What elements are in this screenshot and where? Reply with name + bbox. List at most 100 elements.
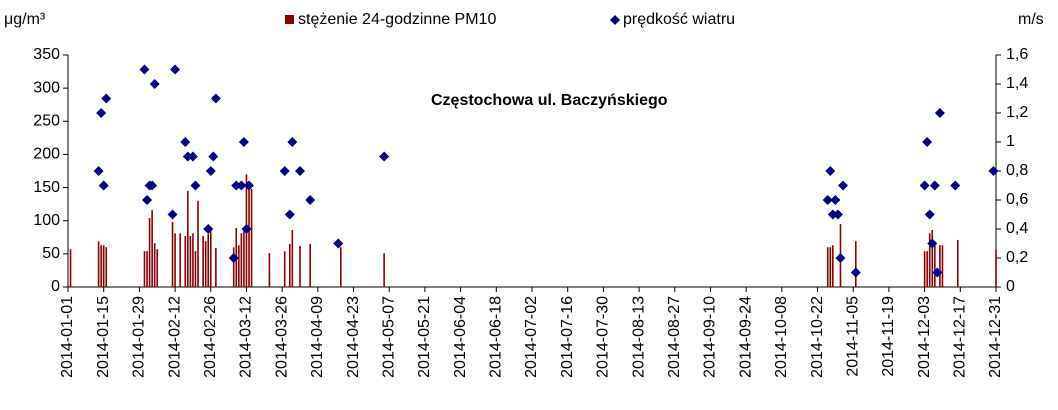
bar [187,190,189,287]
bar [926,251,928,287]
diamond [96,108,107,118]
bar [184,235,187,287]
bar [179,233,181,287]
x-tick-label: 2014-08-13 [630,296,647,378]
diamond [149,79,160,89]
bar [215,247,217,287]
diamond [827,209,838,220]
diamond [93,166,104,176]
x-tick-label: 2014-05-21 [416,296,433,378]
bar [934,241,936,287]
diamond [825,166,836,176]
diamond [101,93,112,104]
x-tick-label: 2014-06-04 [452,296,469,378]
bar [143,251,146,287]
y2-tick-label: 1 [1006,133,1015,150]
x-tick-label: 2014-03-12 [238,296,255,378]
x-tick-label: 2014-02-26 [202,296,219,378]
diamond [210,93,221,104]
diamond [295,166,305,176]
diamond [244,180,255,191]
bar [238,245,240,287]
bar [956,239,959,287]
bar [194,251,197,287]
diamond [238,137,249,147]
y2-tick-label: 0,6 [1006,191,1028,208]
x-tick-label: 2014-01-01 [59,296,76,378]
bar [97,241,100,287]
y-tick-label: 100 [33,212,60,229]
legend-swatch [285,15,294,24]
diamond [182,151,193,162]
x-tick-label: 2014-07-02 [523,296,540,378]
y-tick-label: 200 [33,146,60,163]
x-tick-label: 2014-10-22 [809,296,826,378]
x-tick-label: 2014-05-07 [380,296,397,378]
diamond [279,166,290,176]
diamond [203,224,214,234]
bar [291,229,294,287]
diamond [929,180,940,191]
bar [832,245,834,287]
diamond [170,64,181,75]
bar [153,243,156,287]
bar [923,251,926,287]
diamond [142,195,153,205]
bar [268,253,271,287]
y-tick-label: 250 [33,113,60,130]
bar [931,229,934,287]
bar [148,218,151,287]
y2-axis-label: m/s [1018,11,1044,28]
x-tick-label: 2014-03-26 [273,296,290,378]
y-tick-label: 350 [33,46,60,63]
bar [232,247,235,287]
bar [151,210,153,287]
diamond [241,224,252,234]
bar [339,247,342,287]
diamond [190,180,201,191]
x-tick-label: 2014-08-27 [666,296,683,378]
y-tick-label: 0 [51,278,60,295]
x-tick-label: 2014-01-15 [95,296,112,378]
bar [383,253,385,287]
bar [156,249,159,287]
bar [204,241,207,287]
x-tick-label: 2014-09-24 [737,296,754,378]
diamond [147,180,158,191]
bar [289,243,291,287]
diamond [835,253,846,263]
bar [283,251,286,287]
x-tick-label: 2014-12-03 [916,296,933,378]
x-tick-label: 2014-09-10 [702,296,719,378]
diamond [927,238,938,249]
bar [207,233,210,287]
x-tick-label: 2014-04-23 [345,296,362,378]
y2-tick-label: 0 [1006,278,1015,295]
diamond [305,195,316,205]
y-tick-label: 300 [33,79,60,96]
bar [854,241,857,287]
bar [189,235,192,287]
x-tick-label: 2014-11-19 [880,296,897,377]
bar [995,249,997,287]
bar [69,249,72,287]
diamond [932,267,943,278]
diamond [231,180,242,191]
diamond [934,108,945,118]
bar [102,245,105,287]
x-tick-label: 2014-04-09 [309,296,326,378]
x-tick-label: 2014-10-08 [773,296,790,378]
bar [209,229,212,287]
y-tick-label: 150 [33,179,60,196]
diamond [139,64,150,75]
diamond [287,137,298,147]
y2-tick-label: 1,6 [1006,46,1028,63]
diamond [988,166,999,176]
x-tick-label: 2014-07-16 [559,296,576,378]
y-axis-label: μg/m³ [4,11,46,28]
bar [939,245,941,287]
bar [240,233,243,287]
bar [202,235,204,287]
bar [299,245,301,287]
